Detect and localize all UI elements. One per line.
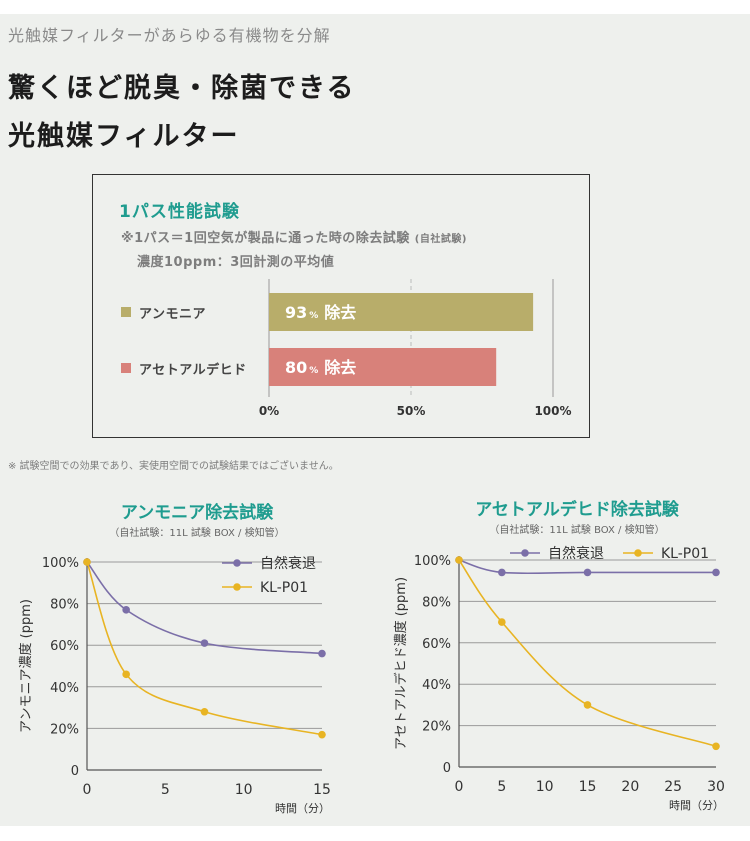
y-tick-label: 80% — [50, 598, 79, 613]
x-axis-label: 時間（分） — [669, 799, 724, 812]
ammonia-line-chart: アンモニア除去試験 （自社試験：11L 試験 BOX / 検知管） 0 20% 40% 6… — [18, 502, 331, 815]
chart-subtitle: （自社試験：11L 試験 BOX / 検知管） — [109, 526, 284, 539]
x-tick-label: 10 — [536, 779, 554, 795]
y-axis-label: アンモニア濃度 (ppm) — [18, 599, 34, 733]
bar-value-label: 93% 除去 — [285, 303, 356, 322]
legend-marker — [634, 549, 642, 557]
x-tick-label: 30 — [707, 779, 725, 795]
legend-marker — [521, 549, 529, 557]
y-tick-label: 100% — [414, 554, 451, 569]
x-tick-label: 10 — [235, 782, 253, 798]
subheading: 光触媒フィルターがあらゆる有機物を分解 — [8, 26, 331, 45]
data-point — [200, 639, 209, 647]
pass-test-note-1: ※1パス＝1回空気が製品に通った時の除去試験 (自社試験) — [121, 227, 467, 246]
page-title-line-2: 光触媒フィルター — [8, 121, 240, 152]
y-tick-label: 0 — [443, 761, 451, 776]
disclaimer: ※ 試験空間での効果であり、実使用空間での試験結果ではございません。 — [8, 461, 339, 472]
y-tick-label: 80% — [422, 595, 451, 610]
y-tick-label: 60% — [422, 637, 451, 652]
x-tick-label: 15 — [313, 782, 331, 798]
legend-label: 自然衰退 — [260, 555, 316, 572]
data-point — [318, 649, 326, 658]
x-tick-label: 15 — [579, 779, 597, 795]
data-point — [583, 701, 592, 709]
top-strip — [0, 0, 750, 14]
data-point — [583, 568, 592, 577]
x-tick-label: 5 — [161, 782, 170, 798]
legend-marker — [233, 559, 241, 567]
data-point — [122, 670, 130, 679]
data-point — [498, 618, 506, 626]
y-tick-label: 100% — [42, 556, 79, 571]
data-point — [712, 568, 720, 577]
pass-test-title: 1パス性能試験 — [119, 202, 240, 222]
bar-x-tick-label: 0% — [259, 404, 279, 418]
x-tick-label: 5 — [497, 779, 506, 795]
data-point — [122, 606, 130, 614]
legend-row-ammonia: アンモニア — [121, 302, 206, 322]
series-line — [458, 559, 716, 575]
acetaldehyde-line-chart: アセトアルデヒド除去試験 （自社試験：11L 試験 BOX / 検知管） 0 20% 4… — [393, 499, 725, 812]
series-line — [86, 561, 323, 655]
x-tick-label: 25 — [664, 779, 682, 795]
x-tick-label: 0 — [455, 779, 464, 795]
data-point — [318, 730, 326, 739]
data-point — [712, 742, 720, 751]
pass-test-note-1-text: ※1パス＝1回空気が製品に通った時の除去試験 — [121, 231, 410, 246]
bar-x-tick-label: 50% — [397, 404, 426, 418]
pass-test-bar-chart: 93% 除去 80% 除去 0% 50% 100% — [259, 279, 572, 418]
x-axis-label: 時間（分） — [275, 802, 330, 815]
bar-ammonia — [269, 293, 534, 331]
data-point — [83, 558, 91, 566]
y-tick-label: 0 — [71, 764, 79, 779]
y-tick-label: 40% — [50, 681, 79, 696]
y-tick-label: 20% — [50, 722, 79, 737]
legend-marker — [233, 583, 241, 591]
pass-test-note-1-small: (自社試験) — [414, 234, 467, 245]
legend-label: KL-P01 — [260, 580, 308, 596]
pass-test-box: 1パス性能試験 ※1パス＝1回空気が製品に通った時の除去試験 (自社試験) 濃度… — [92, 174, 590, 438]
bar-x-tick-label: 100% — [534, 404, 571, 418]
bottom-strip — [0, 826, 750, 841]
legend-label-ammonia: アンモニア — [139, 306, 206, 322]
x-tick-label: 20 — [621, 779, 639, 795]
legend-label-acetaldehyde: アセトアルデヒド — [139, 362, 247, 378]
x-tick-label: 0 — [83, 782, 92, 798]
legend-swatch-ammonia — [121, 307, 131, 317]
y-tick-label: 60% — [50, 639, 79, 654]
data-point — [200, 707, 209, 716]
legend-row-acetaldehyde: アセトアルデヒド — [121, 358, 247, 378]
legend-swatch-acetaldehyde — [121, 363, 131, 373]
page-title-line-1: 驚くほど脱臭・除菌できる — [8, 73, 356, 104]
chart-subtitle: （自社試験：11L 試験 BOX / 検知管） — [489, 523, 664, 536]
chart-title: アンモニア除去試験 — [121, 502, 274, 523]
bar-value-label: 80% 除去 — [285, 358, 356, 377]
y-tick-label: 40% — [422, 678, 451, 693]
data-point — [455, 556, 463, 564]
legend-label: 自然衰退 — [548, 545, 604, 562]
y-tick-label: 20% — [422, 720, 451, 735]
legend-label: KL-P01 — [661, 546, 709, 562]
bar-acetaldehyde — [269, 348, 497, 386]
data-point — [498, 568, 506, 577]
chart-title: アセトアルデヒド除去試験 — [475, 499, 679, 520]
series-line — [458, 559, 717, 748]
series-line — [86, 561, 323, 736]
y-axis-label: アセトアルデヒド濃度 (ppm) — [393, 577, 409, 750]
pass-test-note-2: 濃度10ppm：3回計測の平均値 — [137, 255, 335, 270]
